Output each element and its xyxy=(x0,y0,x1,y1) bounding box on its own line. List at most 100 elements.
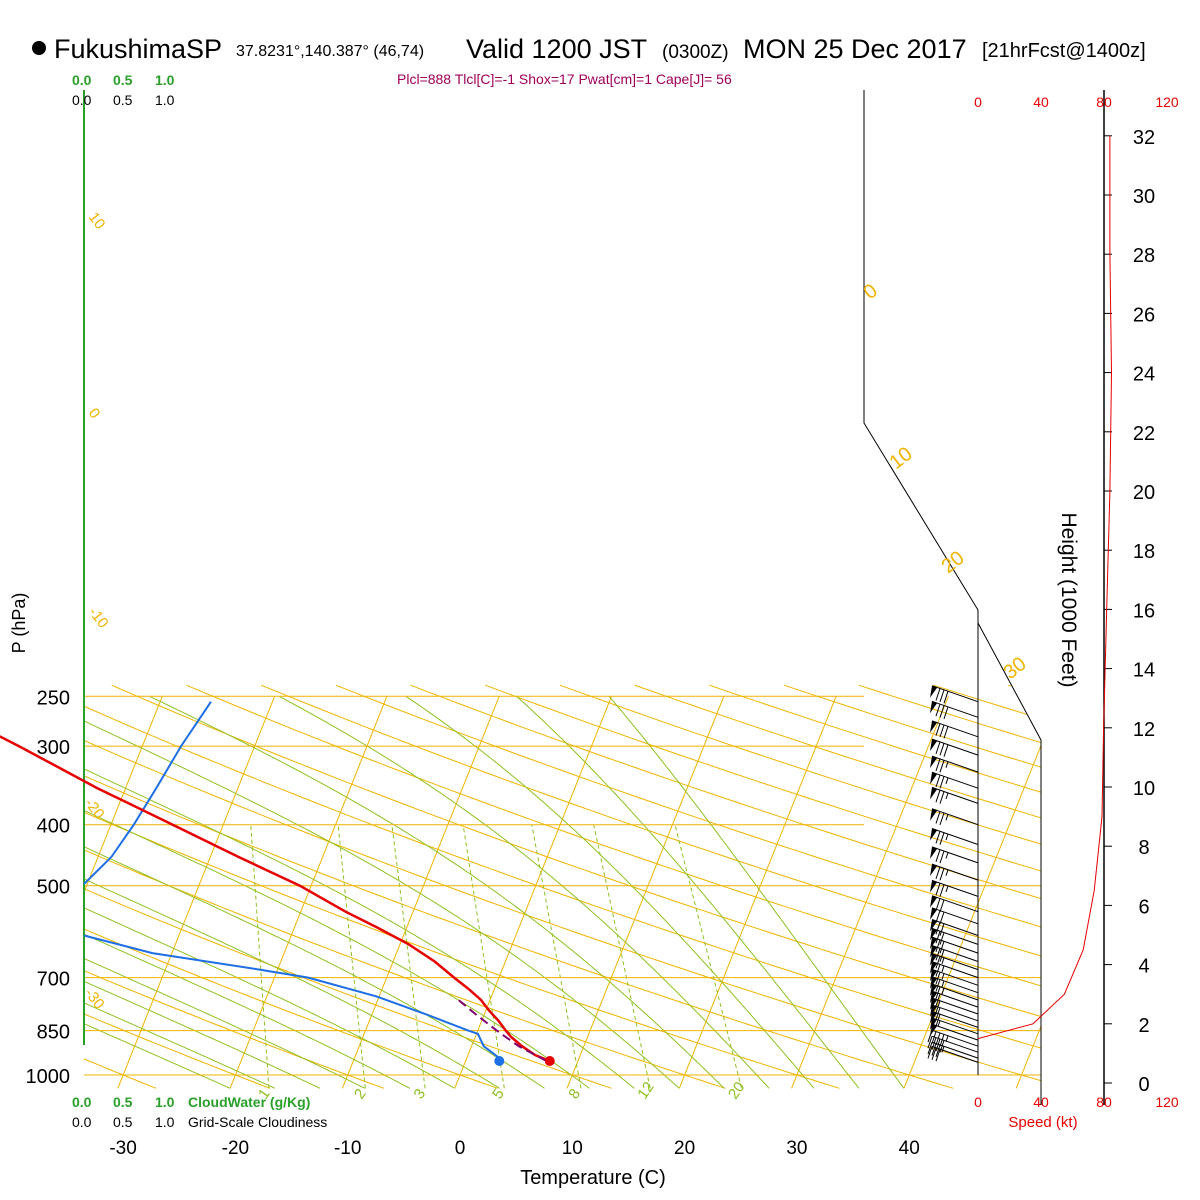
temperature-tick-label: 10 xyxy=(562,1138,583,1159)
wind-barb-flag xyxy=(935,993,941,1007)
moist-adiabat-line xyxy=(84,695,635,1089)
wind-barb-staff xyxy=(931,1041,979,1059)
wind-barb-pennant xyxy=(930,846,937,859)
cloud-tick-top-green: 1.0 xyxy=(155,72,175,88)
wind-barb-pennant xyxy=(930,772,937,785)
height-axis-label: Height (1000 Feet) xyxy=(1057,512,1080,687)
wind-barb xyxy=(930,738,979,757)
wind-barb-flag xyxy=(939,911,945,925)
wind-barb-pennant xyxy=(930,969,937,982)
wind-barb-pennant xyxy=(930,928,937,941)
wind-barb-half-flag xyxy=(941,1046,945,1053)
isotherm-line xyxy=(566,696,725,1089)
wind-barb-pennant xyxy=(930,739,937,752)
dry-adiabat-line xyxy=(84,684,954,1089)
wind-barb-staff xyxy=(931,863,979,881)
x-axis-label: Temperature (C) xyxy=(520,1167,666,1189)
wind-barb-staff xyxy=(931,1004,979,1022)
wind-barb-staff xyxy=(931,808,979,826)
station-name: FukushimaSP xyxy=(54,34,223,64)
wind-barb-flag xyxy=(931,1037,937,1050)
cloudwater-tick: 0.0 xyxy=(72,1094,92,1110)
isotherm-label: 10 xyxy=(85,209,109,233)
wind-barb-pennant xyxy=(930,720,937,733)
wind-barb xyxy=(930,945,979,962)
height-tick-label: 28 xyxy=(1133,245,1155,267)
wind-barb-pennant xyxy=(930,984,937,996)
wind-barb-flag xyxy=(935,931,941,944)
wind-barb-half-flag xyxy=(941,973,945,980)
wind-barb-flag xyxy=(943,706,949,720)
dry-adiabat-line xyxy=(260,684,1041,1089)
wind-barb-flag xyxy=(935,883,941,896)
speed-tick-top: 120 xyxy=(1155,94,1179,110)
wind-barb-flag xyxy=(935,1038,941,1052)
wind-barb-flag xyxy=(935,910,941,923)
isotherm-line xyxy=(791,696,949,1089)
temperature-profile xyxy=(0,735,551,1063)
cloudwater-tick: 1.0 xyxy=(155,1094,175,1110)
wind-barb xyxy=(930,755,979,773)
wind-barb-staff xyxy=(931,685,979,703)
wind-barb-staff xyxy=(931,771,979,789)
height-tick-label: 20 xyxy=(1133,482,1155,504)
wind-barb-staff xyxy=(931,738,979,756)
pressure-tick-label: 250 xyxy=(37,687,70,709)
dry-adiabat-line xyxy=(410,684,1041,1089)
wind-barb-pennant xyxy=(930,907,937,920)
cloud-tick-top-black: 0.5 xyxy=(113,92,133,108)
speed-profile xyxy=(977,135,1113,1040)
wind-barb-flag xyxy=(935,849,941,862)
diagram-grid xyxy=(84,684,1041,1089)
wind-barb-staff xyxy=(931,976,979,994)
cloud-tick-top-black: 0.0 xyxy=(72,92,92,108)
temperature-tick-label: -10 xyxy=(334,1138,361,1159)
isotherm-label: -10 xyxy=(85,604,112,632)
moist-adiabat-line xyxy=(84,695,680,1089)
wind-barb-flag xyxy=(939,899,945,913)
wind-barb-pennant xyxy=(930,895,937,908)
wind-barb xyxy=(930,1010,979,1028)
wind-barb-staff xyxy=(931,997,979,1015)
height-tick-label: 14 xyxy=(1133,660,1155,682)
wind-barb-pennant xyxy=(930,976,937,989)
wind-barb-staff xyxy=(931,786,979,804)
mixing-ratio-label: 3 xyxy=(410,1086,429,1103)
height-tick-label: 16 xyxy=(1133,600,1155,622)
wind-barb-flag xyxy=(935,1014,941,1027)
height-tick-label: 24 xyxy=(1133,364,1155,386)
pressure-tick-label: 700 xyxy=(37,969,70,991)
valid-time: Valid 1200 JST xyxy=(466,34,648,64)
wind-barb-staff xyxy=(931,1035,979,1053)
moist-adiabat-line xyxy=(84,695,410,1089)
wind-barb-half-flag xyxy=(945,885,949,893)
wind-barb-flag xyxy=(943,726,949,739)
wind-barb-flag xyxy=(935,1032,941,1046)
moist-adiabat-line xyxy=(149,695,725,1089)
wind-barb-staff xyxy=(931,919,979,936)
wind-barb-staff xyxy=(931,907,979,925)
wind-barb-half-flag xyxy=(941,980,945,988)
sounding-profiles xyxy=(0,701,555,1066)
dry-adiabat-line xyxy=(84,684,498,1089)
dry-adiabat-line xyxy=(84,684,271,1089)
forecast-run: [21hrFcst@1400z] xyxy=(982,40,1146,62)
wind-barb xyxy=(927,1041,979,1059)
dry-adiabat-line xyxy=(111,684,1041,1089)
isotherm-label-right: 30 xyxy=(1000,653,1031,684)
wind-barb-flag xyxy=(939,923,945,936)
speed-tick-top: 0 xyxy=(974,94,982,110)
wind-barb-flag xyxy=(935,948,941,961)
wind-barb-pennant xyxy=(930,685,937,698)
wind-barb-staff xyxy=(931,990,979,1008)
cloud-tick-top-green: 0.5 xyxy=(113,72,133,88)
isotherm-line xyxy=(454,696,612,1089)
wind-barb-staff xyxy=(931,1023,979,1041)
mixing-ratio-line xyxy=(462,824,505,1089)
wind-barb xyxy=(930,927,979,945)
chart-labels: Plcl=888 Tlcl[C]=-1 Shox=17 Pwat[cm]=1 C… xyxy=(9,71,1179,1189)
wind-barb-staff xyxy=(931,1017,979,1035)
wind-barb-half-flag xyxy=(945,852,949,859)
mixing-ratio-label: 2 xyxy=(351,1086,370,1103)
